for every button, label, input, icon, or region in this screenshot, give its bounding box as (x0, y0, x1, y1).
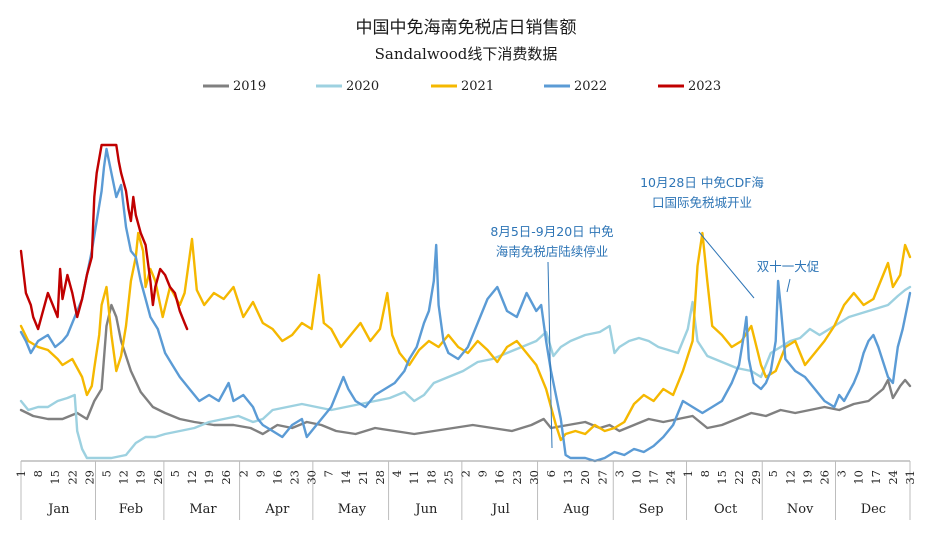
series-line-2021 (19, 231, 912, 442)
x-tick-label: 3 (612, 470, 626, 477)
x-tick-label: 22 (732, 470, 746, 485)
x-tick-label: 6 (544, 470, 558, 477)
x-tick-label: 5 (766, 470, 780, 477)
x-tick-label: 15 (715, 470, 729, 485)
x-tick-label: 21 (356, 470, 370, 485)
x-tick-label: 20 (578, 470, 592, 485)
x-tick-label: 14 (339, 470, 353, 485)
x-tick-label: 17 (647, 470, 661, 485)
month-label-feb: Feb (119, 502, 143, 517)
month-label-sep: Sep (639, 502, 664, 517)
month-label-nov: Nov (787, 502, 814, 517)
x-tick-label: 5 (168, 470, 182, 477)
x-tick-label: 2 (236, 470, 250, 477)
x-tick-label: 4 (390, 470, 404, 477)
month-label-jan: Jan (46, 502, 70, 517)
x-tick-label: 30 (527, 470, 541, 485)
x-tick-label: 23 (510, 470, 524, 485)
legend-label-2019: 2019 (233, 79, 266, 94)
x-tick-label: 15 (48, 470, 62, 485)
annotation-text: 10月28日 中免CDF海 (640, 175, 764, 190)
x-tick-label: 10 (630, 470, 644, 485)
chart-subtitle: Sandalwood线下消费数据 (375, 45, 558, 63)
x-tick-label: 12 (117, 470, 131, 485)
x-tick-label: 29 (749, 470, 763, 485)
x-tick-label: 8 (698, 470, 712, 477)
series-layer (19, 143, 912, 463)
annotation-leader (698, 231, 755, 299)
x-tick-label: 16 (270, 470, 284, 485)
x-tick-label: 11 (407, 470, 421, 485)
series-line-2023 (19, 143, 189, 331)
legend-label-2023: 2023 (688, 79, 721, 94)
annotation-text: 8月5日-9月20日 中免 (490, 224, 613, 239)
x-tick-label: 10 (852, 470, 866, 485)
x-tick-label: 8 (31, 470, 45, 477)
x-tick-label: 7 (322, 470, 336, 477)
month-label-aug: Aug (563, 502, 590, 517)
month-label-jul: Jul (490, 502, 510, 517)
series-line-2019 (19, 303, 912, 436)
annotation-leader (547, 261, 553, 449)
x-tick-label: 24 (886, 470, 900, 485)
annotation-text: 海南免税店陆续停业 (496, 244, 609, 259)
x-tick-label: 9 (476, 470, 490, 477)
annotation-text: 口国际免税城开业 (652, 195, 752, 210)
x-tick-label: 26 (818, 470, 832, 485)
x-tick-label: 26 (151, 470, 165, 485)
x-tick-label: 30 (305, 470, 319, 485)
month-label-oct: Oct (714, 502, 738, 517)
legend-label-2022: 2022 (574, 79, 607, 94)
month-label-dec: Dec (861, 502, 886, 517)
legend-label-2020: 2020 (346, 79, 379, 94)
x-tick-label: 19 (202, 470, 216, 485)
x-tick-label: 31 (903, 470, 917, 485)
x-tick-label: 3 (835, 470, 849, 477)
series-line-2022 (19, 147, 912, 463)
x-axis: 1 8 15 22 29 5 12 19 26 5 12 19 26 2 9 16 23 30 7 14 21 28 4 11… (14, 460, 917, 520)
x-tick-label: 1 (14, 470, 28, 477)
x-tick-label: 23 (288, 470, 302, 485)
x-tick-label: 13 (561, 470, 575, 485)
month-label-jun: Jun (413, 502, 438, 517)
x-tick-label: 29 (82, 470, 96, 485)
x-tick-label: 19 (134, 470, 148, 485)
x-tick-label: 17 (869, 470, 883, 485)
month-label-may: May (338, 502, 367, 517)
x-tick-label: 19 (800, 470, 814, 485)
x-tick-label: 22 (65, 470, 79, 485)
x-tick-label: 24 (664, 470, 678, 485)
x-tick-label: 5 (100, 470, 114, 477)
month-label-apr: Apr (264, 502, 290, 517)
x-tick-label: 9 (253, 470, 267, 477)
annotation-text: 双十一大促 (757, 259, 820, 274)
legend-label-2021: 2021 (461, 79, 494, 94)
x-tick-label: 1 (681, 470, 695, 477)
x-tick-label: 12 (185, 470, 199, 485)
x-tick-label: 2 (459, 470, 473, 477)
annotation-leader (786, 278, 791, 293)
x-tick-label: 12 (783, 470, 797, 485)
x-tick-label: 16 (493, 470, 507, 485)
chart-title: 中国中免海南免税店日销售额 (356, 18, 577, 38)
month-label-mar: Mar (189, 502, 217, 517)
x-tick-label: 26 (219, 470, 233, 485)
x-tick-label: 18 (424, 470, 438, 485)
legend: 2019 2020 2021 2022 2023 (203, 79, 721, 94)
x-tick-label: 28 (373, 470, 387, 485)
x-tick-label: 27 (595, 470, 609, 485)
x-tick-label: 25 (441, 470, 455, 485)
